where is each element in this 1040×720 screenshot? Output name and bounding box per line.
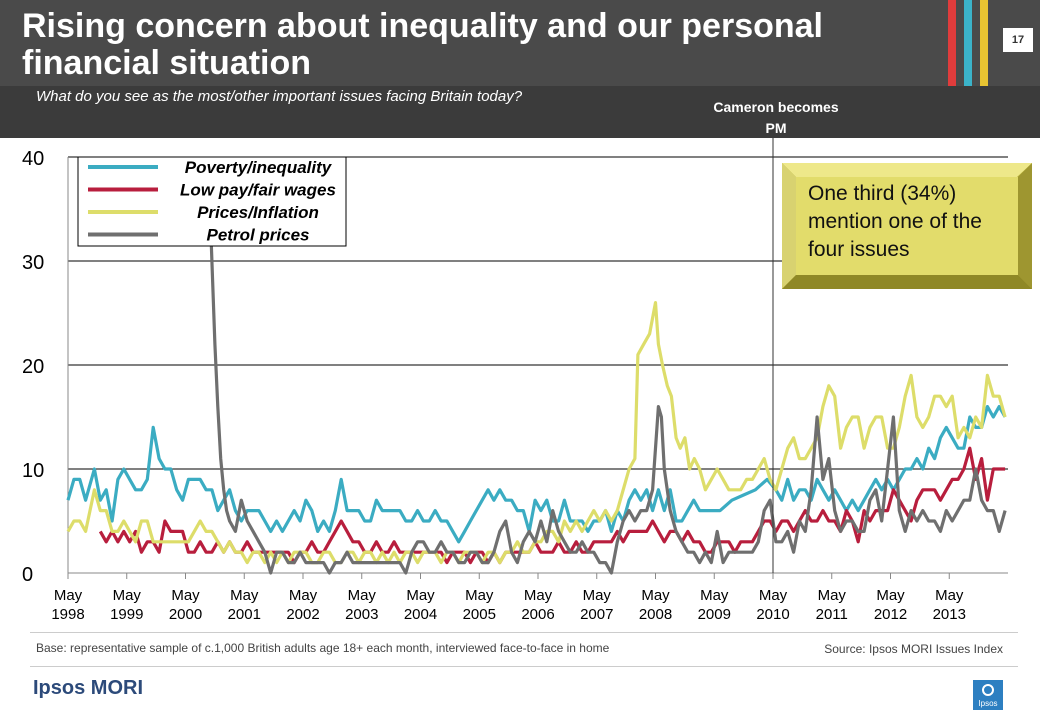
- x-tick-label-month: May: [348, 587, 377, 604]
- y-tick-label: 40: [22, 148, 44, 170]
- x-tick-label-year: 2010: [756, 606, 789, 623]
- callout-text: One third (34%) mention one of the four …: [808, 182, 982, 261]
- x-tick-label-year: 2008: [639, 606, 672, 623]
- subtitle-band: [0, 86, 1040, 138]
- x-tick-label-year: 2000: [169, 606, 202, 623]
- stripe-yellow: [980, 0, 988, 86]
- ipsos-mori-logo: Ipsos MORI: [33, 677, 144, 699]
- x-tick-label-month: May: [289, 587, 318, 604]
- x-tick-label-month: May: [230, 587, 259, 604]
- stripe-red: [948, 0, 956, 86]
- x-tick-label-month: May: [524, 587, 553, 604]
- x-tick-label-year: 2007: [580, 606, 613, 623]
- x-tick-label-month: May: [700, 587, 729, 604]
- ipsos-icon-label: Ipsos: [978, 699, 998, 708]
- y-tick-label: 20: [22, 356, 44, 378]
- brand-stripes: [944, 0, 994, 86]
- series-line-low-pay-fair-wages: [98, 446, 1006, 565]
- event-label: Cameron becomes PM: [700, 97, 852, 139]
- legend-label: Poverty/inequality: [185, 158, 333, 177]
- x-tick-label-month: May: [583, 587, 612, 604]
- x-tick-label-year: 2012: [874, 606, 907, 623]
- ipsos-icon: Ipsos: [973, 680, 1003, 710]
- x-tick-label-year: 1999: [110, 606, 143, 623]
- source-note: Source: Ipsos MORI Issues Index: [824, 642, 1003, 656]
- line-chart: 0 10 20 30 40 May 1998 May 1999 May 2000 May 2001 May…: [22, 138, 1008, 623]
- callout-bevel-top: [782, 163, 1032, 177]
- x-tick-label-year: 1998: [51, 606, 84, 623]
- x-tick-label-year: 2013: [933, 606, 966, 623]
- x-tick-label-month: May: [759, 587, 788, 604]
- legend-label: Petrol prices: [207, 226, 310, 245]
- x-tick-label-year: 2004: [404, 606, 437, 623]
- stripe-teal: [964, 0, 972, 86]
- series-line-prices-inflation: [66, 301, 1007, 565]
- x-tick-label-month: May: [818, 587, 847, 604]
- x-tick-label-year: 2001: [228, 606, 261, 623]
- y-tick-label: 0: [22, 564, 33, 586]
- legend-label: Prices/Inflation: [197, 203, 319, 222]
- x-tick-label-month: May: [641, 587, 670, 604]
- ipsos-circle-icon: [982, 684, 994, 696]
- x-tick-label-month: May: [171, 587, 200, 604]
- callout-bevel-left: [782, 163, 796, 289]
- legend-box: [77, 156, 347, 247]
- callout-box: [782, 163, 1032, 289]
- legend-label: Low pay/fair wages: [180, 181, 336, 200]
- y-tick-label: 30: [22, 252, 44, 274]
- x-tick-label-month: May: [54, 587, 83, 604]
- question-subtitle: What do you see as the most/other import…: [36, 88, 523, 105]
- x-tick-label-month: May: [876, 587, 905, 604]
- slide-title: Rising concern about inequality and our …: [22, 7, 823, 82]
- event-label-line1: Cameron becomes: [713, 99, 839, 115]
- callout-bevel-right: [1018, 163, 1032, 289]
- x-tick-label-year: 2002: [286, 606, 319, 623]
- x-tick-label-year: 2011: [816, 606, 848, 623]
- page-number: 17: [1003, 28, 1033, 52]
- footer-divider-top: [30, 632, 1018, 633]
- x-tick-label-month: May: [406, 587, 435, 604]
- series-line-poverty-inequality: [66, 405, 1007, 544]
- x-tick-label-month: May: [935, 587, 964, 604]
- event-label-line2: PM: [765, 120, 787, 136]
- x-tick-label-year: 2005: [463, 606, 496, 623]
- series-line-petrol-prices: [207, 177, 1007, 575]
- x-tick-label-year: 2006: [521, 606, 554, 623]
- callout-face: [796, 177, 1018, 275]
- x-tick-label-month: May: [113, 587, 142, 604]
- y-tick-label: 10: [22, 460, 44, 482]
- x-tick-label-month: May: [465, 587, 494, 604]
- x-tick-label-year: 2009: [698, 606, 731, 623]
- base-note: Base: representative sample of c.1,000 B…: [36, 641, 610, 655]
- callout-bevel-bottom: [782, 275, 1032, 289]
- footer-divider-bottom: [30, 666, 1018, 667]
- x-tick-label-year: 2003: [345, 606, 378, 623]
